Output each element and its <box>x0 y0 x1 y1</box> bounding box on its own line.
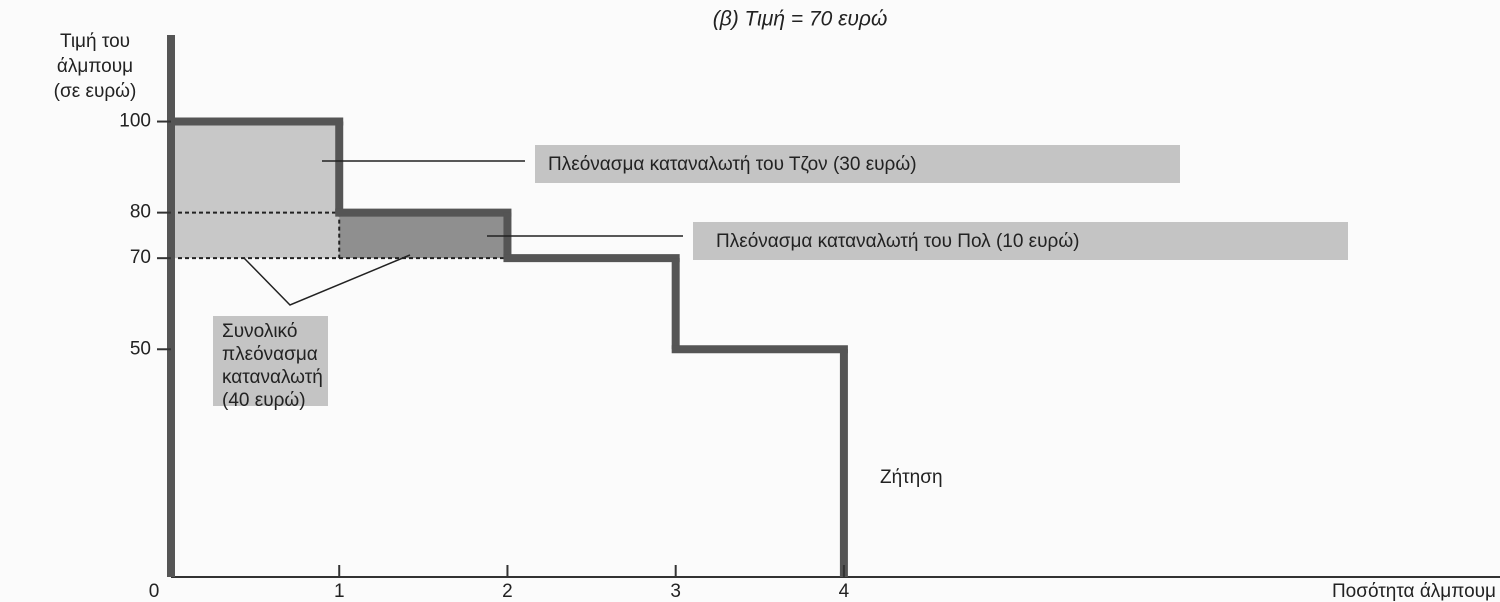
x-tick-label: 2 <box>502 581 513 602</box>
x-axis-label: Ποσότητα άλμπουμ <box>1332 581 1496 602</box>
x-tick-label: 4 <box>839 581 850 602</box>
annotation: Πλεόνασμα καταναλωτή του Πολ (10 ευρώ) <box>716 231 1080 252</box>
surplus-area <box>339 212 508 259</box>
surplus-area <box>171 121 340 259</box>
y-tick-label: 100 <box>119 111 151 132</box>
y-tick-label: 70 <box>130 247 151 268</box>
chart-title: (β) Τιμή = 70 ευρώ <box>713 8 888 31</box>
x-tick-label: 1 <box>334 581 345 602</box>
annotation: πλεόνασμα <box>222 344 318 365</box>
annotation: (40 ευρώ) <box>222 390 306 411</box>
y-tick-label: 50 <box>130 338 151 359</box>
annotation-box <box>213 316 328 406</box>
annotation: Πλεόνασμα καταναλωτή του Τζον (30 ευρώ) <box>548 154 917 175</box>
annotation: καταναλωτή <box>222 367 323 388</box>
y-axis-label: Τιμή του <box>60 31 130 52</box>
annotation-box <box>535 145 1180 183</box>
annotation: Συνολικό <box>222 321 297 342</box>
y-tick-label: 80 <box>130 202 151 223</box>
x-tick-label: 3 <box>670 581 681 602</box>
x-tick-label: 0 <box>149 581 160 602</box>
leader-line <box>243 254 411 306</box>
y-axis-label: άλμπουμ <box>57 56 133 77</box>
annotation-box <box>693 222 1348 260</box>
series-label: Ζήτηση <box>880 467 943 488</box>
y-axis-label: (σε ευρώ) <box>54 81 137 102</box>
